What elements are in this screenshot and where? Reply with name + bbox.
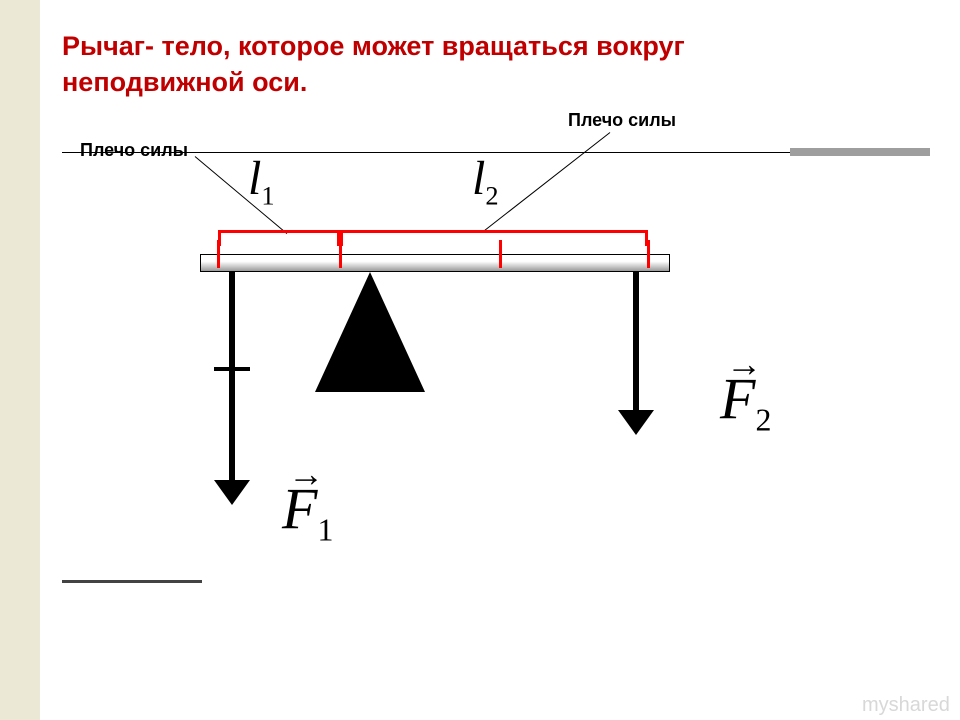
symbol-l2-sub: 2 [485, 181, 498, 211]
symbol-f1-vector-arrow: → [288, 456, 324, 492]
symbol-l1-base: l [248, 152, 261, 205]
slide-root: Рычаг- тело, которое может вращаться вок… [0, 0, 960, 720]
symbol-f2-vector-arrow: → [726, 346, 762, 382]
symbol-l2: l2 [472, 155, 499, 209]
symbol-f2-sub: 2 [755, 403, 771, 438]
red-tick-1 [339, 240, 342, 268]
brace-l1 [218, 230, 340, 246]
symbol-l1-sub: 1 [261, 181, 274, 211]
label-lever-arm-right: Плечо силы [568, 110, 676, 131]
red-tick-0 [217, 240, 220, 268]
pointer-line-right [484, 132, 611, 231]
force-f2-shaft [633, 272, 639, 412]
red-tick-2 [499, 240, 502, 268]
left-accent-band [0, 0, 40, 720]
symbol-l1: l1 [248, 155, 275, 209]
symbol-f2: → F2 [720, 370, 771, 437]
brace-l2 [340, 230, 648, 246]
force-f2-arrowhead [618, 410, 654, 435]
fulcrum-triangle [315, 272, 425, 392]
symbol-f1-sub: 1 [317, 513, 333, 548]
force-f1-crossbar [214, 367, 250, 371]
slide-title: Рычаг- тело, которое может вращаться вок… [62, 28, 822, 101]
symbol-l2-base: l [472, 152, 485, 205]
label-lever-arm-left: Плечо силы [80, 140, 188, 161]
footer-rule [62, 580, 202, 583]
red-tick-3 [647, 240, 650, 268]
accent-bar [790, 148, 930, 156]
force-f1-arrowhead [214, 480, 250, 505]
symbol-f1: → F1 [282, 480, 333, 547]
force-f1-shaft [229, 272, 235, 482]
lever-bar [200, 254, 670, 272]
watermark: myshared [862, 694, 950, 717]
